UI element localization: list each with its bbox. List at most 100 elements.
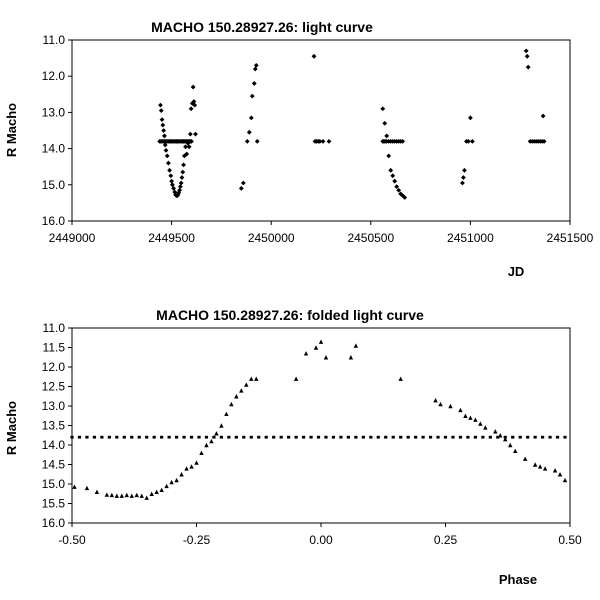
data-point: [382, 120, 388, 126]
data-point: [189, 435, 194, 439]
data-point: [185, 140, 191, 146]
data-point: [287, 435, 291, 439]
data-point: [511, 435, 515, 439]
data-point: [94, 489, 100, 494]
data-point: [252, 66, 258, 72]
data-point: [461, 175, 466, 180]
data-point: [257, 435, 261, 439]
data-point: [251, 81, 257, 86]
data-point: [249, 93, 255, 99]
data-point: [478, 421, 483, 426]
data-point: [448, 403, 453, 409]
data-point: [164, 483, 169, 489]
y-tick-label: 14.0: [42, 438, 66, 452]
y-tick-label: 16.0: [42, 516, 66, 530]
data-point: [186, 144, 192, 150]
data-point: [190, 84, 196, 90]
data-point: [318, 339, 324, 344]
plot-frame: [68, 327, 571, 527]
data-point: [124, 492, 129, 498]
x-tick-label: 0.25: [434, 533, 458, 547]
y-tick-label: 13.0: [42, 105, 66, 119]
data-point: [326, 138, 332, 144]
y-tick-label: 15.5: [42, 497, 66, 511]
y-axis-label: R Macho: [4, 401, 19, 455]
data-point: [541, 138, 547, 144]
data-points: [157, 48, 547, 200]
data-point: [197, 435, 201, 439]
data-point: [421, 435, 425, 439]
data-point: [253, 62, 259, 68]
data-point: [175, 192, 181, 198]
data-point: [294, 435, 298, 439]
data-point: [114, 493, 120, 498]
y-tick-label: 12.5: [42, 380, 66, 394]
data-point: [557, 472, 563, 477]
data-point: [323, 355, 329, 360]
x-tick-label: 2449000: [49, 231, 96, 245]
data-point: [483, 425, 488, 430]
data-point: [541, 435, 545, 439]
data-point: [183, 144, 188, 150]
x-axis-label: Phase: [499, 572, 537, 587]
data-point: [129, 493, 134, 498]
data-point: [219, 423, 224, 428]
data-point: [212, 435, 216, 439]
data-point: [542, 466, 548, 471]
data-point: [468, 115, 473, 121]
data-point: [193, 131, 198, 137]
x-tick-label: 0.50: [558, 533, 582, 547]
data-point: [163, 148, 169, 153]
y-tick-label: 12.0: [42, 360, 66, 374]
data-point: [182, 435, 186, 439]
data-point: [234, 394, 239, 399]
data-point: [115, 435, 119, 439]
data-point: [354, 435, 358, 439]
data-point: [137, 435, 141, 439]
data-point: [324, 435, 328, 439]
data-point: [104, 492, 110, 497]
data-point: [436, 435, 440, 439]
data-point: [272, 435, 276, 439]
data-point: [552, 468, 558, 473]
data-point: [229, 401, 234, 407]
data-point: [361, 435, 365, 439]
data-point: [164, 153, 170, 159]
data-point: [254, 376, 259, 381]
data-point: [191, 99, 197, 104]
data-point: [85, 435, 89, 439]
x-tick-label: 2451000: [447, 231, 494, 245]
data-point: [72, 484, 77, 489]
data-point: [466, 435, 470, 439]
data-point: [468, 415, 473, 420]
data-point: [160, 435, 164, 439]
data-point: [438, 401, 443, 407]
data-point: [169, 178, 174, 184]
x-tick-label: 2450500: [347, 231, 394, 245]
data-point: [177, 184, 183, 190]
data-point: [376, 435, 380, 439]
chart-title: MACHO 150.28927.26: light curve: [151, 19, 373, 35]
data-point: [386, 153, 392, 159]
data-point: [309, 435, 313, 439]
data-point: [176, 190, 182, 196]
data-point: [172, 189, 178, 195]
data-point: [178, 180, 184, 186]
data-point: [139, 493, 144, 498]
data-point: [331, 435, 336, 439]
data-point: [406, 435, 410, 439]
x-tick-label: 2450000: [248, 231, 295, 245]
data-point: [466, 138, 471, 144]
data-point: [249, 435, 253, 439]
data-point: [77, 435, 82, 439]
data-point: [293, 376, 299, 381]
data-point: [134, 492, 139, 498]
data-point: [384, 435, 388, 439]
data-point: [526, 435, 530, 439]
data-point: [244, 138, 250, 144]
data-point: [384, 133, 390, 139]
data-point: [189, 100, 195, 106]
data-point: [177, 187, 182, 193]
data-point: [84, 485, 90, 491]
data-point: [451, 435, 455, 439]
